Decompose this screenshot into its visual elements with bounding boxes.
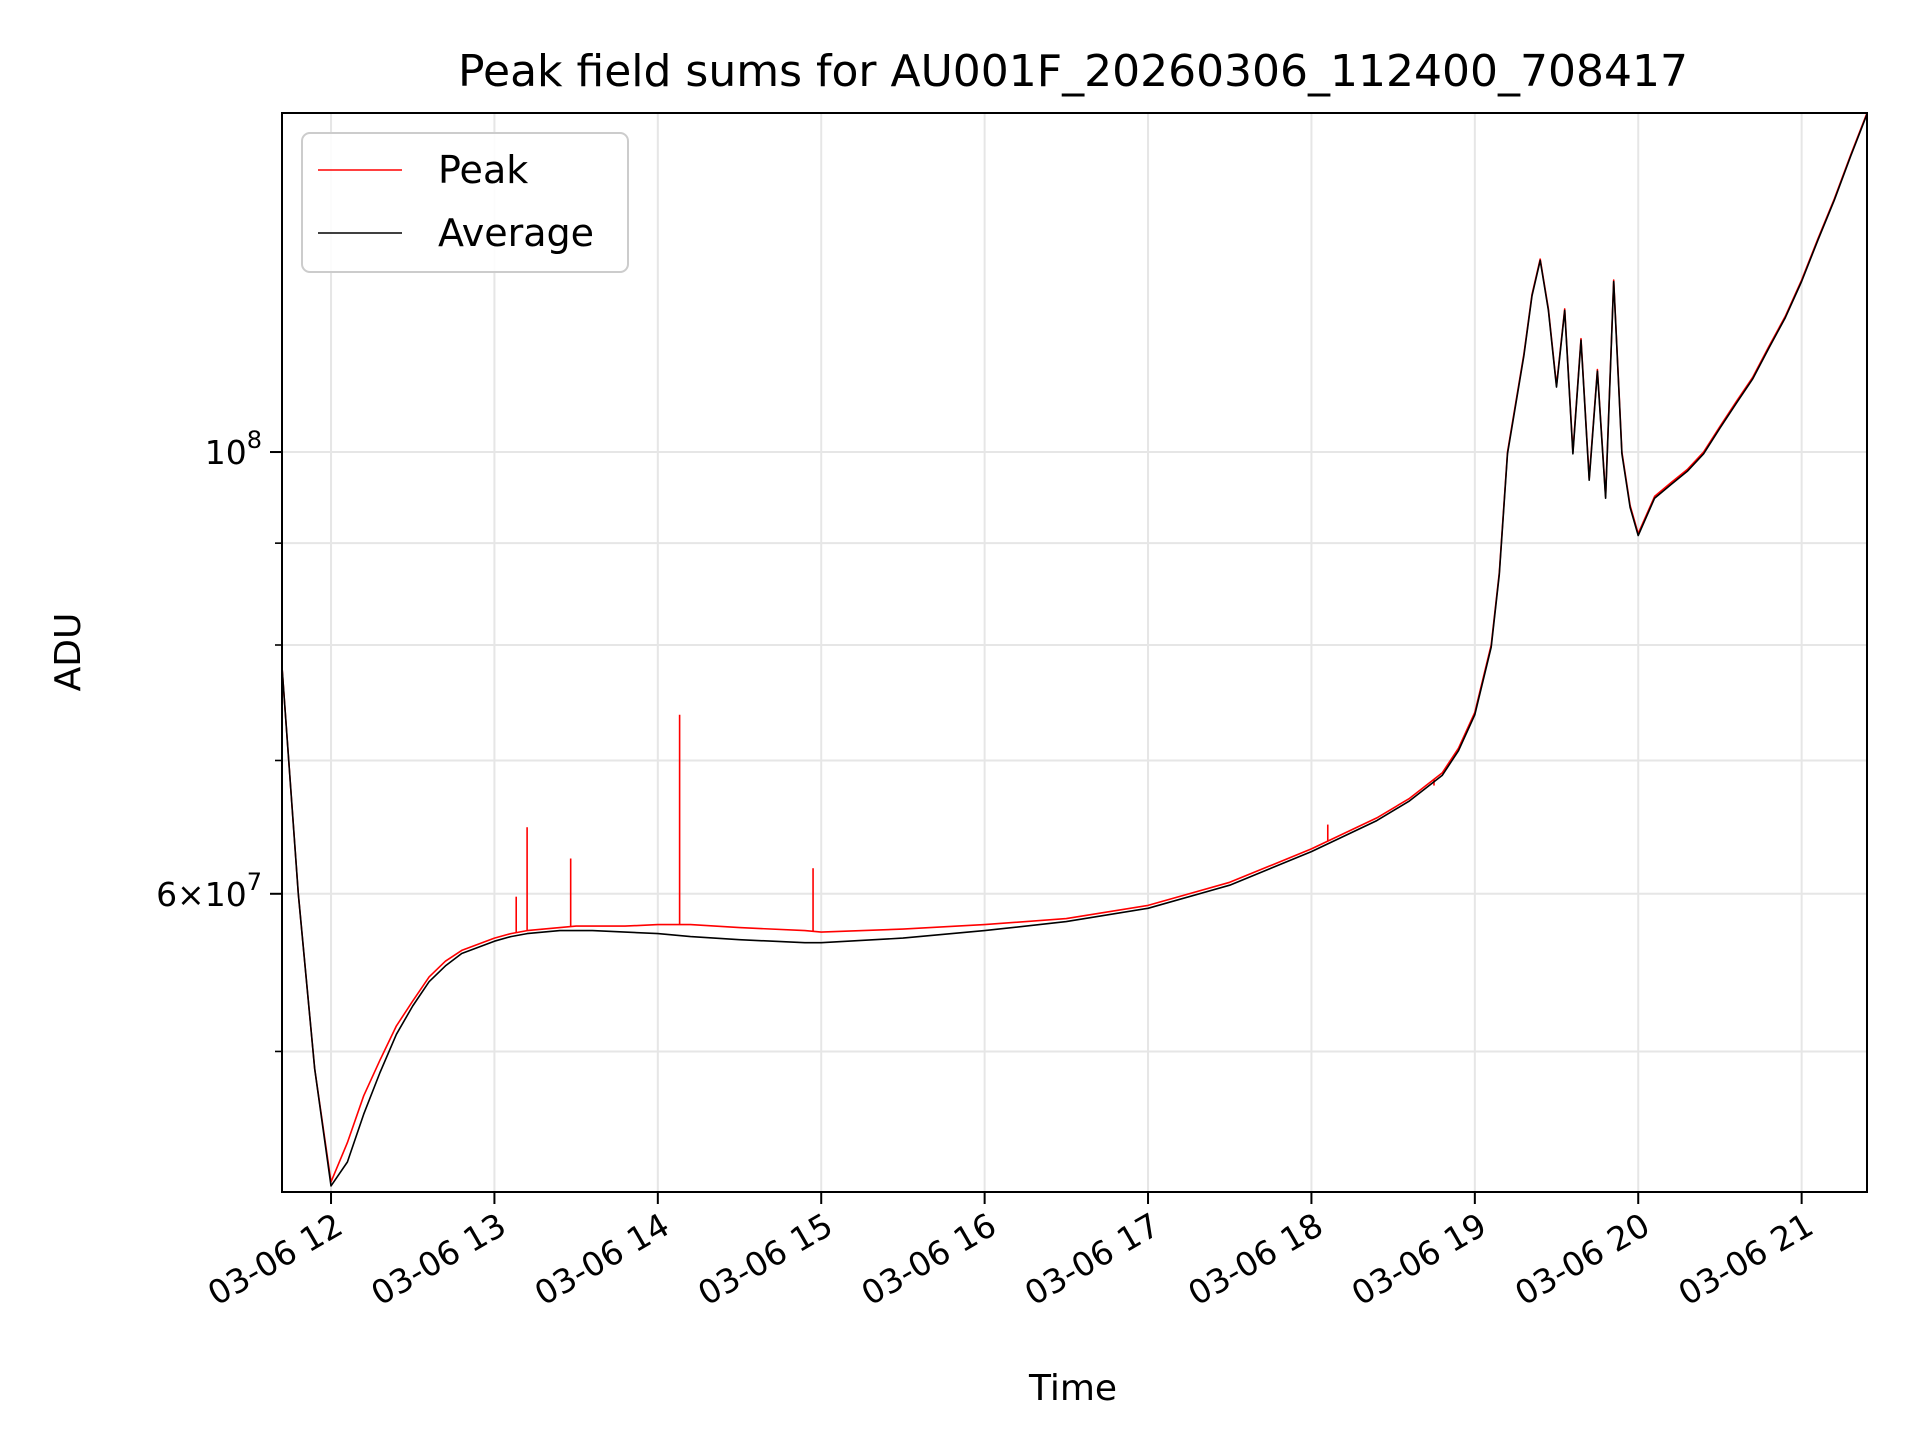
y-tick-label: 108 xyxy=(205,426,262,472)
legend-label-peak: Peak xyxy=(438,148,528,192)
plot-frame xyxy=(281,112,1868,1193)
y-tick-label: 6×107 xyxy=(156,868,262,914)
y-axis: 108 6×107 xyxy=(156,426,282,1053)
chart-title: Peak field sums for AU001F_20260306_1124… xyxy=(458,46,1688,97)
legend-label-average: Average xyxy=(438,211,594,255)
y-axis-label: ADU xyxy=(48,613,89,692)
x-axis-label: Time xyxy=(1028,1368,1117,1409)
series-line-average xyxy=(282,113,1867,1187)
legend-box xyxy=(301,132,629,273)
legend: Peak Average xyxy=(301,132,629,273)
series-line-peak xyxy=(282,113,1867,1183)
plot-area xyxy=(282,113,1867,1187)
